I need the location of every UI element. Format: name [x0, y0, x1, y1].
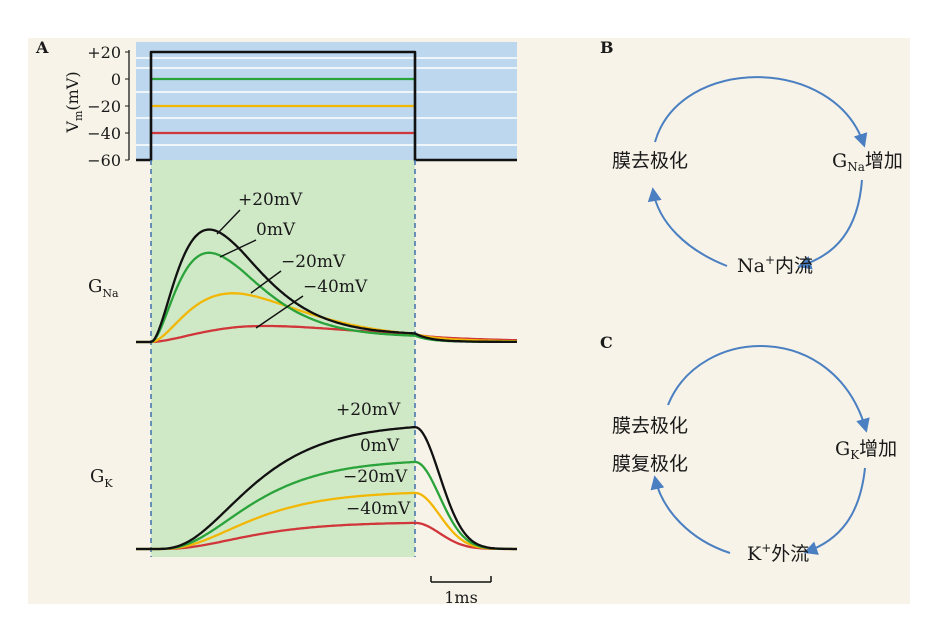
cycle-arrow-c-right: [803, 467, 866, 555]
gk-label: GK: [90, 466, 113, 490]
panel-c-node-repolarization: 膜复极化: [612, 453, 688, 475]
gk-label-minus20: −20mV: [343, 467, 408, 487]
gna-label-0: 0mV: [256, 220, 296, 240]
gna-leader-plus20: [216, 209, 241, 235]
gk-trace: [136, 425, 517, 551]
gna-label-minus40: −40mV: [303, 277, 368, 297]
gk-label-minus40: −40mV: [346, 499, 411, 519]
panel-c-node-gk-increase: GK增加: [835, 438, 897, 462]
gk-curve-labels: +20mV 0mV −20mV −40mV: [336, 400, 411, 519]
gna-leader-minus40: [255, 295, 304, 329]
cycle-arrow-b-right: [797, 179, 863, 270]
cycle-arrow-c-top: [667, 345, 870, 433]
gna-leader-0: [219, 239, 257, 258]
vm-panel-background: [136, 42, 517, 160]
gna-trace: [136, 228, 517, 344]
scale-bar-label: 1ms: [444, 588, 478, 607]
gk-trace: [136, 460, 517, 551]
panel-b-node-depolarization: 膜去极化: [612, 150, 688, 172]
panel-b-cycle-arrows: [647, 76, 868, 270]
pulse-window-shading: [151, 160, 415, 557]
gk-label-0: 0mV: [360, 436, 400, 456]
vm-gridlines: [136, 57, 517, 146]
vm-tick-label: +20: [87, 43, 121, 62]
gna-leader-minus20: [250, 270, 282, 294]
scale-bar: 1ms: [430, 576, 492, 607]
vm-axis: +20 0 −20 −40 −60 Vm(mV): [63, 43, 130, 170]
panel-a-label: A: [35, 38, 49, 57]
gna-label-minus20: −20mV: [281, 252, 346, 272]
vm-tick-label: −60: [87, 151, 121, 170]
cycle-arrow-b-left: [647, 187, 728, 267]
gk-trace: [136, 491, 517, 551]
panel-b-node-gna-increase: GNa增加: [832, 150, 903, 174]
panel-c-cycle-arrows: [650, 345, 870, 555]
gk-trace: [136, 521, 517, 551]
panel-b-label: B: [600, 38, 614, 57]
voltage-step-trace: [136, 50, 517, 162]
cycle-arrow-c-left: [650, 475, 731, 554]
cycle-arrow-b-top: [654, 76, 868, 148]
gna-curve-labels: +20mV 0mV −20mV −40mV: [216, 190, 368, 329]
voltage-step-traces: [136, 50, 517, 162]
panel-c-label: C: [600, 333, 613, 352]
gna-label-plus20: +20mV: [238, 190, 303, 210]
gna-label: GNa: [88, 276, 119, 300]
gk-label-plus20: +20mV: [336, 400, 401, 420]
vm-tick-label: −20: [87, 97, 121, 116]
vm-tick-label: 0: [111, 70, 121, 89]
panel-c-node-depolarization: 膜去极化: [612, 415, 688, 437]
gk-traces: [136, 425, 517, 551]
gna-traces: [136, 228, 517, 344]
panel-c-node-k-efflux: K+外流: [747, 541, 809, 565]
panel-b-node-na-influx: Na+内流: [737, 253, 813, 277]
gna-trace: [136, 324, 517, 344]
vm-tick-label: −40: [87, 124, 121, 143]
vm-axis-label: Vm(mV): [63, 71, 85, 133]
